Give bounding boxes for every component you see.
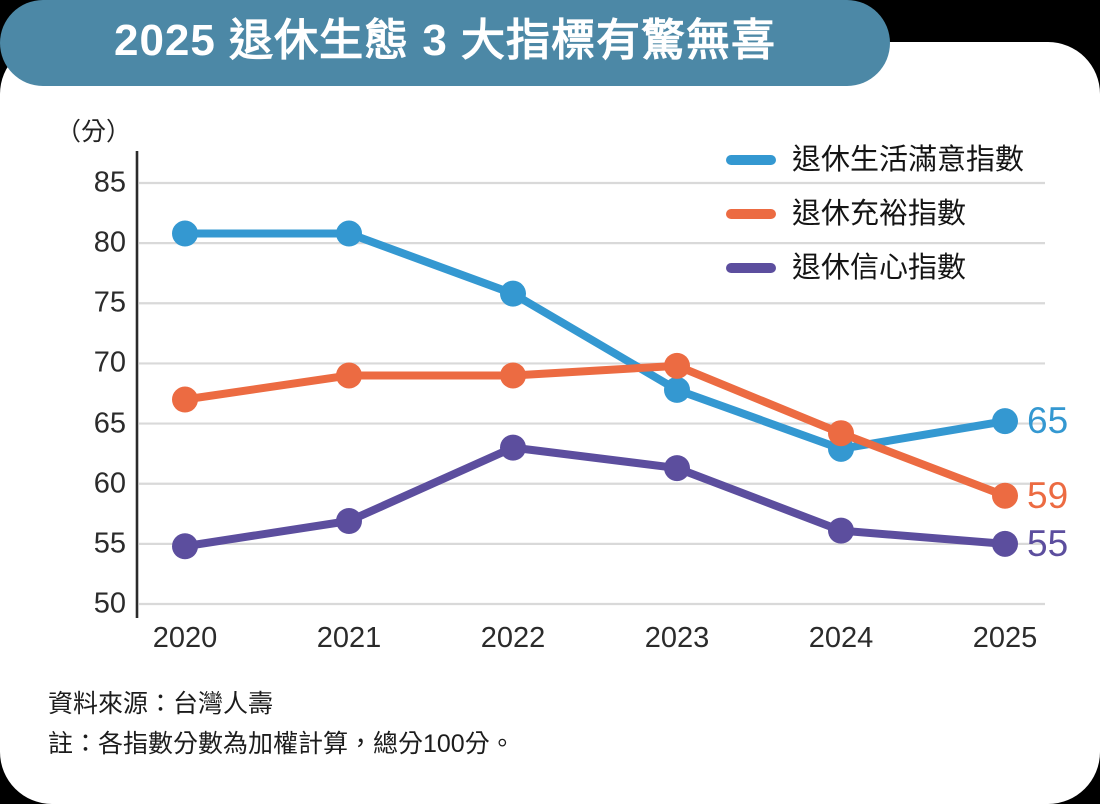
legend-color-swatch-icon [726,155,776,165]
footnote-block: 資料來源：台灣人壽 註：各指數分數為加權計算，總分100分。 [48,688,515,762]
y-tick-label: 60 [93,467,126,500]
legend-item: 退休信心指數 [726,248,1024,288]
y-tick-label: 65 [93,407,126,440]
x-tick-label: 2024 [808,622,874,654]
x-tick-label: 2020 [152,622,218,654]
legend-item-label: 退休充裕指數 [792,197,967,230]
y-tick-label: 80 [93,226,126,259]
title-pill: 2025 退休生態 3 大指標有驚無喜 [0,0,890,86]
y-tick-label: 55 [93,527,126,560]
legend-color-swatch-icon [726,263,776,273]
x-tick-label: 2023 [644,622,710,654]
x-tick-label: 2021 [316,622,382,654]
y-tick-label: 50 [93,587,126,620]
series-end-label: 55 [1027,522,1069,564]
y-axis-unit-label: （分） [56,118,132,146]
footnote-source: 資料來源：台灣人壽 [48,690,274,718]
x-tick-label: 2022 [480,622,546,654]
footnote-note: 註：各指數分數為加權計算，總分100分。 [48,729,515,758]
legend-item-label: 退休信心指數 [792,251,967,284]
y-tick-label: 85 [93,166,126,199]
legend-color-swatch-icon [726,209,776,219]
x-tick-label: 2025 [972,622,1038,654]
legend-item: 退休充裕指數 [726,194,1024,234]
legend-item-label: 退休生活滿意指數 [792,143,1025,176]
page-title: 2025 退休生態 3 大指標有驚無喜 [113,16,777,65]
y-tick-label: 75 [93,286,126,319]
series-end-label: 65 [1027,400,1069,442]
chart-legend: 退休生活滿意指數 退休充裕指數 退休信心指數 [726,140,1024,288]
y-tick-label: 70 [93,346,126,379]
series-end-label: 59 [1027,474,1069,516]
legend-item: 退休生活滿意指數 [726,140,1024,180]
